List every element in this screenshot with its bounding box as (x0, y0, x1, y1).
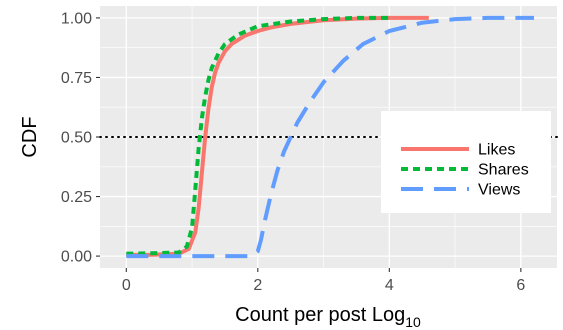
legend: Likes Shares Views (381, 111, 551, 213)
y-tick-label: 0.50 (61, 130, 92, 147)
y-tick-label: 0.25 (61, 189, 92, 206)
x-tick-label: 6 (516, 277, 525, 294)
x-axis-title-main: Count per post Log (235, 304, 405, 326)
x-tick-label: 4 (385, 277, 394, 294)
series-layer (126, 15, 534, 259)
legend-label-shares: Shares (478, 162, 529, 179)
series-line-shares (126, 15, 390, 256)
series-line-likes (126, 15, 429, 257)
y-axis-title: CDF (19, 116, 41, 157)
legend-label-likes: Likes (478, 142, 515, 159)
legend-box (381, 111, 551, 213)
series-line-views (126, 15, 534, 259)
x-axis-title-subscript: 10 (405, 314, 421, 330)
y-tick-label: 0.75 (61, 70, 92, 87)
y-tick-label: 1.00 (61, 10, 92, 27)
x-axis-title: Count per post Log10 (235, 304, 421, 330)
y-tick-label: 0.00 (61, 249, 92, 266)
x-tick-label: 2 (253, 277, 262, 294)
x-tick-label: 0 (122, 277, 131, 294)
x-axis-ticks: 0 2 4 6 (122, 268, 525, 294)
legend-label-views: Views (478, 182, 520, 199)
y-axis-ticks: 0.00 0.25 0.50 0.75 1.00 (61, 10, 100, 266)
